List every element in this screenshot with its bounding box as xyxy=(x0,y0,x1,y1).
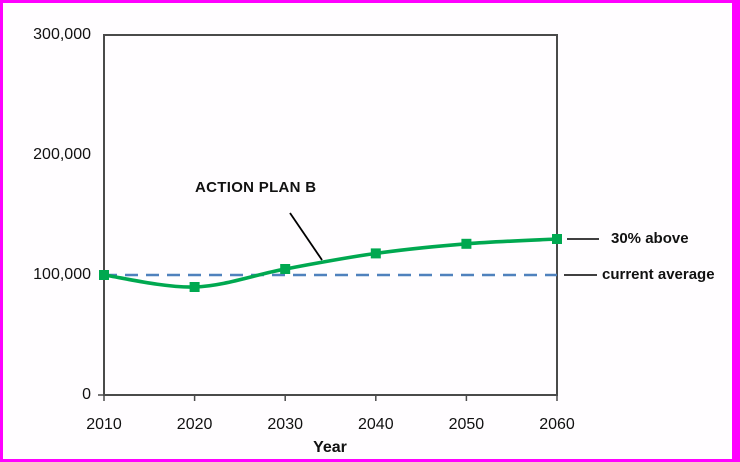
y-tick-label: 100,000 xyxy=(33,266,91,283)
x-tick-label: 2040 xyxy=(358,416,394,433)
series-label-annotation: ACTION PLAN B xyxy=(195,179,317,196)
end-value-annotation: 30% above xyxy=(611,230,689,247)
data-point-marker xyxy=(552,234,562,244)
plot-border xyxy=(103,34,558,396)
data-point-marker xyxy=(189,282,200,292)
data-point-marker xyxy=(370,248,381,259)
line-chart-canvas xyxy=(98,34,599,401)
data-point-marker xyxy=(99,270,109,280)
x-tick-label: 2050 xyxy=(448,416,485,433)
x-tick-label: 2030 xyxy=(267,416,303,433)
x-tick-label: 2020 xyxy=(176,416,213,433)
x-tick-label: 2010 xyxy=(86,416,122,433)
reference-line-annotation: current average xyxy=(602,266,715,283)
x-axis-title: Year xyxy=(313,439,347,456)
x-tick-label: 2060 xyxy=(539,416,575,433)
y-tick-label: 200,000 xyxy=(33,146,91,163)
data-point-marker xyxy=(461,238,472,249)
annotation-pointer-line xyxy=(289,212,323,261)
data-point-marker xyxy=(280,264,291,274)
y-tick-label: 0 xyxy=(82,386,91,403)
y-tick-label: 300,000 xyxy=(33,26,91,43)
action-plan-b-line xyxy=(102,237,559,289)
